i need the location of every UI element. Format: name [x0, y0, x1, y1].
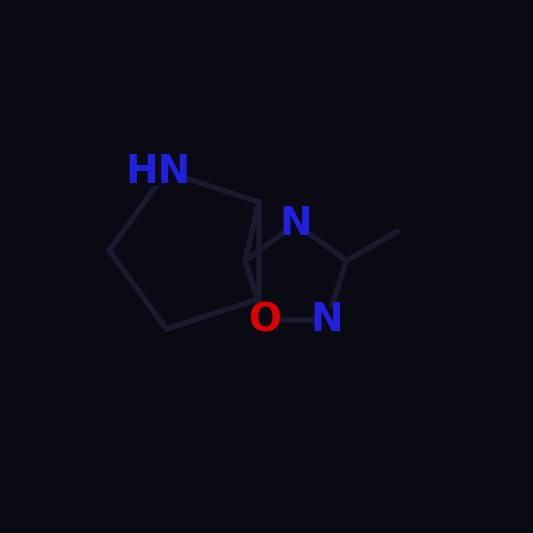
Bar	[315, 307, 339, 334]
Text: HN: HN	[126, 153, 191, 191]
Text: N: N	[311, 301, 343, 340]
Bar	[139, 158, 179, 186]
Bar	[284, 211, 308, 237]
Text: N: N	[279, 205, 312, 243]
Bar	[253, 307, 277, 334]
Text: O: O	[248, 301, 281, 340]
